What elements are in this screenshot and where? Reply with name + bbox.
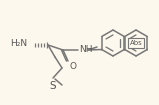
Text: H₂N: H₂N xyxy=(10,39,27,49)
Text: S: S xyxy=(49,81,56,91)
Text: O: O xyxy=(69,62,76,71)
Text: Abs: Abs xyxy=(130,40,142,46)
Text: NH: NH xyxy=(79,45,93,54)
